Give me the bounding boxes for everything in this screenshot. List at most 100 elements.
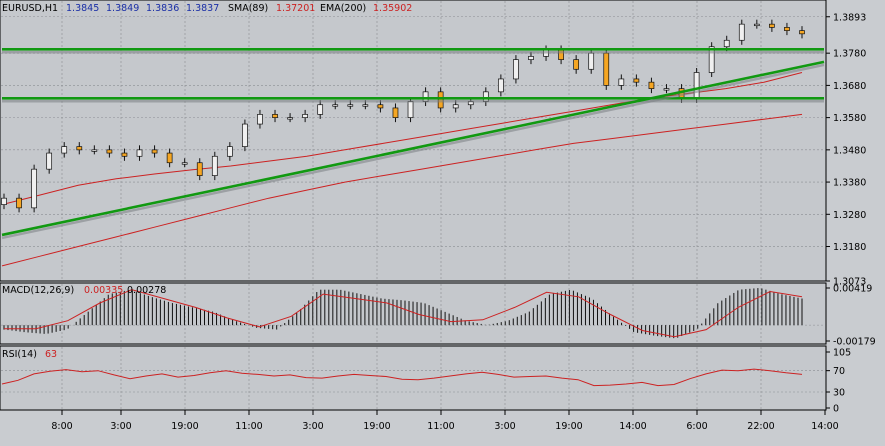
rsi-tick-label: 70 <box>833 366 845 377</box>
price-tick-label: 1.3380 <box>833 178 866 189</box>
candle-body <box>392 107 399 118</box>
candle-body <box>46 152 53 170</box>
candle-body <box>693 72 700 99</box>
rsi-label: RSI(14) <box>2 349 37 360</box>
candle-body <box>91 149 98 152</box>
time-tick-label: 14:00 <box>619 421 646 432</box>
trendlines <box>1 48 825 240</box>
candle-body <box>31 168 37 209</box>
candle-body <box>181 162 188 165</box>
rsi-tick-label: 30 <box>833 388 845 399</box>
time-axis: 8:00 3:00 19:00 11:00 3:00 19:00 11:00 3:00 19:0… <box>51 410 839 432</box>
time-tick-label: 19:00 <box>171 421 198 432</box>
rsi-tick-label: 0 <box>833 404 839 415</box>
price-panel[interactable] <box>0 0 827 282</box>
price-tick-label: 1.3280 <box>833 210 866 221</box>
candle-body <box>648 81 655 89</box>
macd-tick-label: 0.00419 <box>833 284 872 295</box>
sma-label: SMA(89) <box>228 3 268 14</box>
candle-body <box>257 114 263 125</box>
candle-body <box>242 123 248 147</box>
rsi-panel[interactable] <box>0 345 827 411</box>
candle-body <box>302 114 308 118</box>
candle-body <box>317 104 324 115</box>
candle-body <box>708 46 715 73</box>
candle-body <box>618 78 625 86</box>
candle-body <box>603 52 610 86</box>
time-tick-label: 3:00 <box>110 421 131 432</box>
candle-body <box>76 146 83 151</box>
candle-body <box>498 78 504 93</box>
price-tick-label: 1.3780 <box>833 49 866 60</box>
price-tick-label: 1.3073 <box>833 277 866 288</box>
candle-body <box>272 114 278 118</box>
candle-body <box>588 52 595 70</box>
candle-body <box>738 23 745 41</box>
price-tick-label: 1.3580 <box>833 113 866 124</box>
ema-value: 1.35902 <box>373 3 412 14</box>
candle-body <box>452 104 459 109</box>
time-tick-label: 19:00 <box>363 421 390 432</box>
macd-value: 0.00335 <box>84 285 123 296</box>
candle-body <box>106 149 113 154</box>
macd-signal-line <box>4 289 803 338</box>
rsi-axis: 105 70 30 0 <box>826 348 851 415</box>
macd-axis: 0.00419 -0.00179 <box>826 284 876 348</box>
candle-body <box>437 91 444 109</box>
macd-signal-value: 0.00278 <box>127 285 166 296</box>
ema200-line <box>1 113 803 267</box>
time-tick-label: 11:00 <box>235 421 262 432</box>
trendline <box>1 60 825 237</box>
time-tick-label: 3:00 <box>302 421 323 432</box>
candle-body <box>332 104 339 107</box>
sma-value: 1.37201 <box>276 3 315 14</box>
ohlc-low: 1.3836 <box>146 3 179 14</box>
symbol-label: EURUSD,H1 <box>2 3 58 14</box>
candle-body <box>769 23 775 28</box>
candle-body <box>784 27 790 31</box>
rsi-value: 63 <box>45 349 57 360</box>
time-tick-label: 19:00 <box>555 421 582 432</box>
price-tick-label: 1.3180 <box>833 242 866 253</box>
candle-body <box>121 152 128 157</box>
price-tick-label: 1.3480 <box>833 145 866 156</box>
rsi-line <box>1 368 803 387</box>
macd-tick-label: -0.00179 <box>833 337 876 348</box>
price-axis: 1.3893 1.3780 1.3680 1.3580 1.3480 1.3380 1.32… <box>826 12 866 288</box>
time-tick-label: 14:00 <box>811 421 838 432</box>
time-tick-label: 6:00 <box>686 421 707 432</box>
candle-body <box>528 56 534 60</box>
rsi-tick-label: 105 <box>833 348 851 359</box>
ohlc-open: 1.3845 <box>66 3 99 14</box>
candle-body <box>226 146 233 157</box>
time-tick-label: 11:00 <box>427 421 454 432</box>
candle-body <box>16 197 22 209</box>
candle-body <box>166 152 173 164</box>
candle-body <box>573 59 580 70</box>
time-tick-label: 8:00 <box>51 421 72 432</box>
ohlc-high: 1.3849 <box>106 3 139 14</box>
macd-signal-polyline <box>4 289 803 338</box>
candle-body <box>196 162 203 176</box>
candle-body <box>287 117 293 120</box>
candles <box>1 19 805 213</box>
candle-body <box>347 104 354 107</box>
trendline-shadow <box>1 63 825 240</box>
candle-body <box>723 39 730 48</box>
candle-body <box>663 88 670 91</box>
candle-body <box>799 30 805 35</box>
ema-label: EMA(200) <box>320 3 366 14</box>
candle-body <box>513 59 519 80</box>
price-tick-label: 1.3893 <box>833 12 866 23</box>
rsi-polyline <box>1 368 803 387</box>
candle-body <box>362 104 369 107</box>
candle-body <box>407 101 414 118</box>
ema200-polyline <box>1 113 803 267</box>
candle-body <box>753 23 760 27</box>
time-tick-label: 3:00 <box>494 421 515 432</box>
ohlc-close: 1.3837 <box>186 3 219 14</box>
time-tick-label: 22:00 <box>747 421 774 432</box>
candle-body <box>377 104 384 109</box>
candle-body <box>136 149 143 157</box>
